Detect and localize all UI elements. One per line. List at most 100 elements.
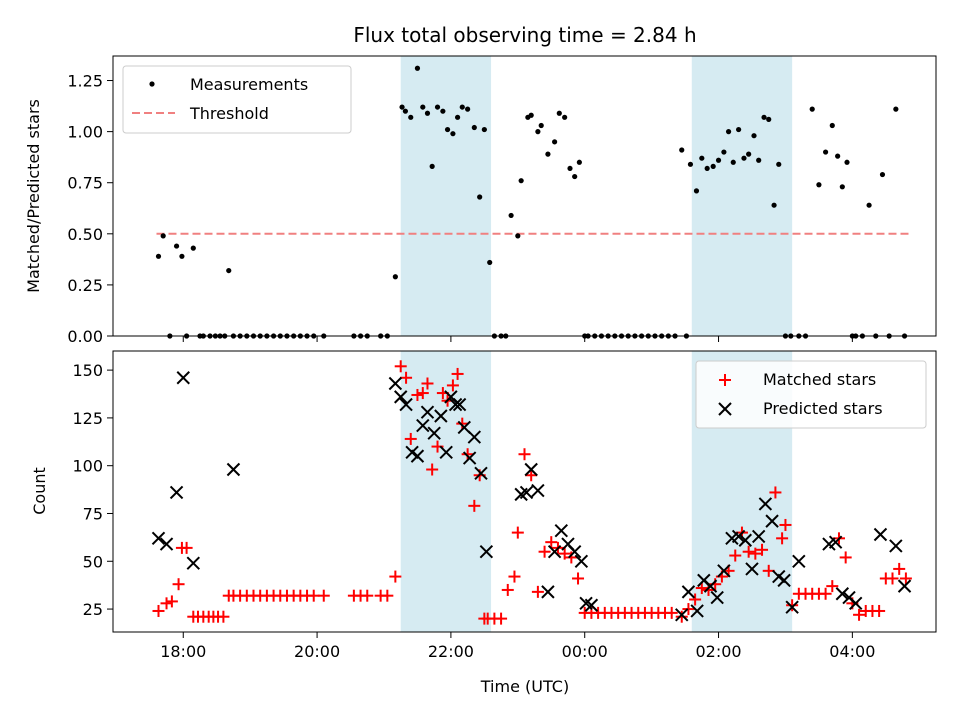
predicted-star-point xyxy=(738,533,753,547)
legend-measurements-marker xyxy=(149,81,155,87)
measurement-point xyxy=(538,122,544,129)
measurement-point xyxy=(424,110,431,116)
measurement-point xyxy=(434,104,441,110)
matched-star-point xyxy=(495,612,508,625)
matched-star-point xyxy=(421,377,434,390)
matched-star-point xyxy=(776,532,789,545)
predicted-star-point xyxy=(427,426,441,440)
predicted-star-point xyxy=(519,485,534,500)
x-tick-label: 04:00 xyxy=(829,642,875,661)
measurement-point xyxy=(487,259,493,266)
matched-star-point xyxy=(416,387,429,400)
x-tick-label: 18:00 xyxy=(160,642,206,661)
predicted-star-point xyxy=(547,545,562,559)
legend-matched-label: Matched stars xyxy=(763,370,876,389)
measurement-point xyxy=(736,126,742,133)
measurement-point xyxy=(822,149,829,155)
measurement-point xyxy=(429,163,435,169)
measurement-point xyxy=(893,106,899,112)
y-tick-label: 125 xyxy=(72,409,103,428)
y-tick-label: 150 xyxy=(72,361,103,380)
predicted-star-point xyxy=(710,590,724,605)
measurement-point xyxy=(459,104,465,110)
measurement-point xyxy=(710,163,716,169)
x-tick-label: 22:00 xyxy=(428,642,474,661)
matched-star-point xyxy=(217,610,230,623)
predicted-star-point xyxy=(745,562,759,576)
measurement-point xyxy=(408,114,414,120)
predicted-star-point xyxy=(452,397,467,412)
y-tick-label: 50 xyxy=(83,552,103,571)
y-tick-label: 0.75 xyxy=(67,174,103,193)
matched-star-point xyxy=(665,606,678,619)
measurement-point xyxy=(771,202,777,208)
predicted-star-point xyxy=(448,397,463,412)
predicted-star-point xyxy=(474,466,488,481)
predicted-star-point xyxy=(889,539,903,553)
measurement-point xyxy=(392,274,398,280)
top-y-ticks: 0.00 0.25 0.50 0.75 1.00 1.25 xyxy=(67,72,113,346)
measurement-point xyxy=(226,267,232,274)
measurement-point xyxy=(444,126,451,133)
predicted-star-point xyxy=(873,527,888,542)
measurement-point xyxy=(751,133,757,139)
y-tick-label: 75 xyxy=(83,504,103,523)
predicted-star-point xyxy=(462,451,477,465)
predicted-star-point xyxy=(675,608,689,622)
matched-star-point xyxy=(853,608,866,621)
x-axis-label: Time (UTC) xyxy=(480,677,569,696)
matched-star-point xyxy=(518,448,531,461)
legend-predicted-marker xyxy=(718,402,732,416)
matched-star-point xyxy=(468,499,481,512)
matched-star-point xyxy=(742,545,755,558)
measurement-point xyxy=(440,108,446,114)
counts-panel: 25 50 75 100 125 150 18:00 20:00 22:00 00:00 02:0… xyxy=(30,350,937,696)
matched-star-point xyxy=(317,589,330,602)
matched-star-point xyxy=(899,572,912,585)
measurement-point xyxy=(844,159,850,165)
measurement-point xyxy=(746,151,752,157)
matched-star-point xyxy=(446,379,459,392)
matched-star-point xyxy=(538,545,551,558)
predicted-star-point xyxy=(420,405,435,419)
y-tick-label: 1.00 xyxy=(67,123,103,142)
measurement-point xyxy=(816,182,822,188)
predicted-star-point xyxy=(524,462,538,477)
predicted-star-point xyxy=(567,545,582,559)
measurement-point xyxy=(179,253,185,259)
y-tick-label: 25 xyxy=(83,600,103,619)
predicted-star-point xyxy=(439,445,453,460)
matched-star-point xyxy=(819,587,832,600)
measurement-point xyxy=(576,159,582,165)
measurement-point xyxy=(721,149,727,155)
measurement-point xyxy=(687,161,694,167)
predicted-star-point xyxy=(777,573,791,588)
measurement-point xyxy=(535,129,541,135)
predicted-star-point xyxy=(849,596,863,611)
predicted-star-point xyxy=(897,579,912,593)
measurement-point xyxy=(766,116,772,122)
measurement-point xyxy=(715,157,722,163)
predicted-star-point xyxy=(226,462,241,477)
matched-star-point xyxy=(893,562,906,575)
bottom-legend-box xyxy=(695,360,927,429)
measurement-point xyxy=(515,233,521,239)
measurement-point xyxy=(420,104,426,110)
observing-window-1 xyxy=(400,56,492,336)
matched-star-point xyxy=(545,536,558,549)
predicted-star-point xyxy=(717,564,731,578)
measurement-point xyxy=(679,147,685,153)
measurement-point xyxy=(704,165,710,172)
measurement-point xyxy=(879,171,886,178)
measurement-point xyxy=(173,243,180,249)
predicted-star-point xyxy=(394,390,408,404)
legend-measurements-label: Measurements xyxy=(190,75,308,94)
measurement-point xyxy=(567,165,573,172)
chart-title: Flux total observing time = 2.84 h xyxy=(353,23,696,47)
y-tick-label: 100 xyxy=(72,457,103,476)
matched-star-point xyxy=(160,597,173,610)
bottom-y-ticks: 25 50 75 100 125 150 xyxy=(72,361,113,619)
measurement-point xyxy=(155,253,162,259)
y-tick-label: 1.25 xyxy=(67,72,103,91)
